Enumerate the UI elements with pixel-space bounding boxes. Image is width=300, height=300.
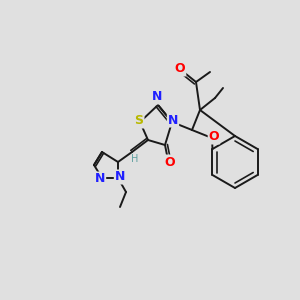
Text: O: O — [165, 155, 175, 169]
Text: N: N — [152, 91, 162, 103]
Text: O: O — [209, 130, 219, 143]
Text: H: H — [131, 154, 139, 164]
Text: S: S — [134, 115, 143, 128]
Text: O: O — [175, 62, 185, 76]
Text: N: N — [168, 113, 178, 127]
Text: N: N — [115, 170, 125, 184]
Text: N: N — [95, 172, 105, 185]
